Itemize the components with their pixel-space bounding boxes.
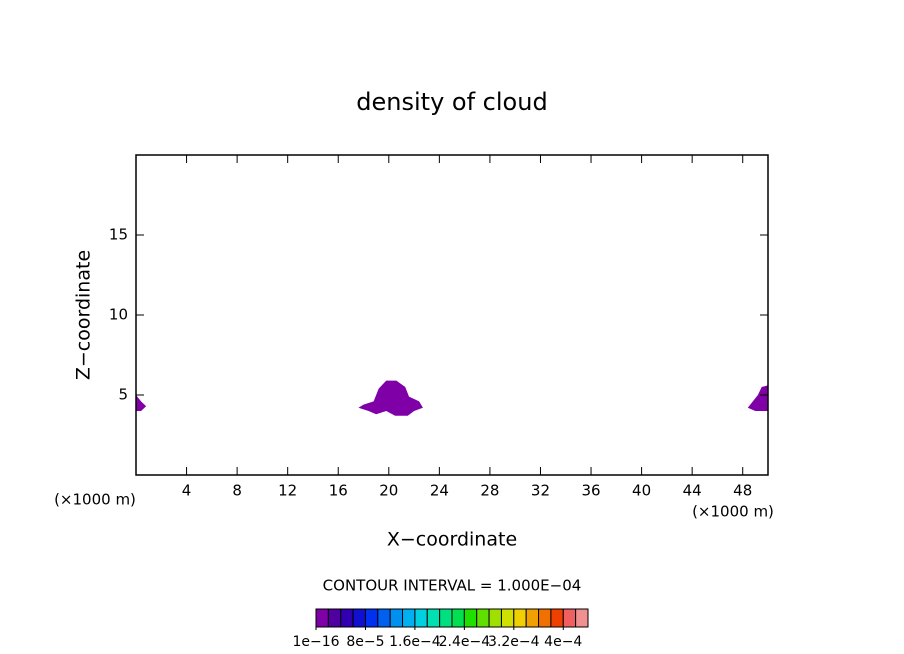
x-tick-label: 8 <box>232 482 242 500</box>
colorbar-swatch <box>327 608 342 628</box>
colorbar-tick-label: 4e−4 <box>544 634 582 650</box>
colorbar-tick-label: 3.2e−4 <box>488 634 540 650</box>
colorbar-swatch <box>439 608 453 628</box>
colorbar-tick-label: 2.4e−4 <box>439 634 491 650</box>
colorbar-swatch <box>352 608 366 628</box>
x-tick-label: 48 <box>733 482 752 500</box>
colorbar-tick-label: 1.6e−4 <box>389 634 441 650</box>
x-tick-label: 24 <box>430 482 449 500</box>
colorbar-swatch <box>402 608 416 628</box>
x-axis-label: X−coordinate <box>387 529 517 551</box>
x-tick-label: 40 <box>632 482 651 500</box>
y-tick-label: 15 <box>109 226 128 244</box>
colorbar-swatch <box>451 608 465 628</box>
x-tick-label: 44 <box>683 482 702 500</box>
colorbar-swatch <box>364 608 379 628</box>
y-axis-label: Z−coordinate <box>73 250 95 380</box>
x-tick-label: 20 <box>379 482 398 500</box>
colorbar-tick-label: 1e−16 <box>292 634 339 650</box>
colorbar-swatch <box>538 608 552 628</box>
colorbar-swatch <box>476 608 490 628</box>
colorbar-swatch <box>562 608 577 628</box>
x-tick-label: 12 <box>278 482 297 500</box>
colorbar-swatch <box>488 608 502 628</box>
cloud-region <box>136 395 147 411</box>
colorbar-swatch <box>550 608 564 628</box>
colorbar-swatch <box>525 608 540 628</box>
x-tick-label: 28 <box>480 482 499 500</box>
colorbar-swatch <box>389 608 404 628</box>
y-unit-label: (×1000 m) <box>54 491 136 509</box>
colorbar-swatch <box>340 608 354 628</box>
x-unit-label: (×1000 m) <box>692 503 774 521</box>
y-tick-label: 5 <box>118 386 128 404</box>
colorbar-swatch <box>575 608 589 628</box>
y-tick-label: 10 <box>109 306 128 324</box>
colorbar-swatch <box>500 608 515 628</box>
cloud-region <box>747 385 768 411</box>
colorbar-swatch <box>513 608 527 628</box>
x-tick-label: 32 <box>531 482 550 500</box>
colorbar-swatch <box>377 608 391 628</box>
contour-interval: CONTOUR INTERVAL = 1.000E−04 <box>323 577 582 595</box>
colorbar-swatch <box>414 608 428 628</box>
colorbar-swatch <box>315 608 329 628</box>
colorbar-tick-label: 8e−5 <box>346 634 384 650</box>
x-tick-label: 36 <box>581 482 600 500</box>
chart-title: density of cloud <box>356 88 547 116</box>
cloud-region <box>358 380 423 416</box>
colorbar-swatch <box>426 608 441 628</box>
colorbar-swatch <box>463 608 478 628</box>
x-tick-label: 16 <box>329 482 348 500</box>
x-tick-label: 4 <box>182 482 192 500</box>
